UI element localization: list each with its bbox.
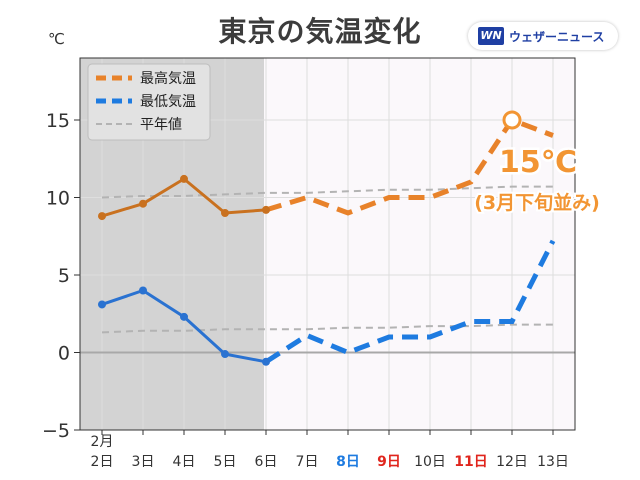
x-tick-label: 12日: [496, 454, 528, 470]
legend-max-label: 最高気温: [140, 70, 196, 87]
data-point-min: [262, 357, 270, 366]
x-tick-label: 2日: [91, 454, 114, 470]
series-line-min-forecast: [264, 239, 556, 364]
legend-min-label: 最低気温: [140, 94, 196, 110]
page-title: 東京の気温変化: [218, 15, 422, 48]
y-tick-label: 10: [46, 188, 70, 210]
data-point-min: [221, 350, 229, 359]
data-point-max: [262, 205, 270, 214]
x-tick-label: 7日: [296, 454, 319, 470]
y-axis-unit: ℃: [48, 30, 65, 48]
x-tick-label: 9日: [377, 454, 401, 470]
data-point-max: [98, 212, 106, 221]
x-tick-label: 13日: [537, 454, 569, 470]
series-line-normal: [101, 323, 553, 334]
data-point-max: [180, 174, 188, 183]
annotation-value: 15℃: [499, 145, 577, 180]
data-point-max: [139, 199, 147, 208]
brand-badge: WN ウェザーニュース: [468, 22, 618, 50]
plot-frame: [79, 57, 576, 431]
data-point-min: [180, 312, 188, 321]
x-tick-label: 6日: [255, 454, 278, 470]
x-tick-label: 10日: [414, 454, 446, 470]
weathernews-logo-icon: WN: [478, 27, 504, 45]
series-line-max-forecast: [265, 116, 554, 216]
brand-name: ウェザーニュース: [509, 29, 605, 44]
x-tick-label: 5日: [214, 454, 237, 470]
annotation-marker: [502, 110, 522, 130]
y-tick-label: 0: [58, 343, 70, 365]
data-point-min: [139, 286, 147, 295]
data-point-min: [98, 300, 106, 309]
x-tick-label: 8日: [336, 454, 360, 470]
x-tick-label: 3日: [132, 454, 155, 470]
annotation-note: (3月下旬並み): [474, 191, 600, 214]
x-tick-label: 4日: [173, 454, 196, 470]
y-tick-label: 15: [46, 110, 70, 132]
series-line-normal: [101, 185, 553, 199]
x-month-label: 2月: [91, 434, 114, 450]
data-point-max: [221, 209, 229, 217]
y-tick-label: −5: [42, 420, 70, 442]
y-tick-label: 5: [58, 265, 70, 287]
legend-box: [87, 63, 211, 141]
legend-normal-label: 平年値: [140, 117, 182, 133]
x-tick-label: 11日: [454, 454, 487, 470]
